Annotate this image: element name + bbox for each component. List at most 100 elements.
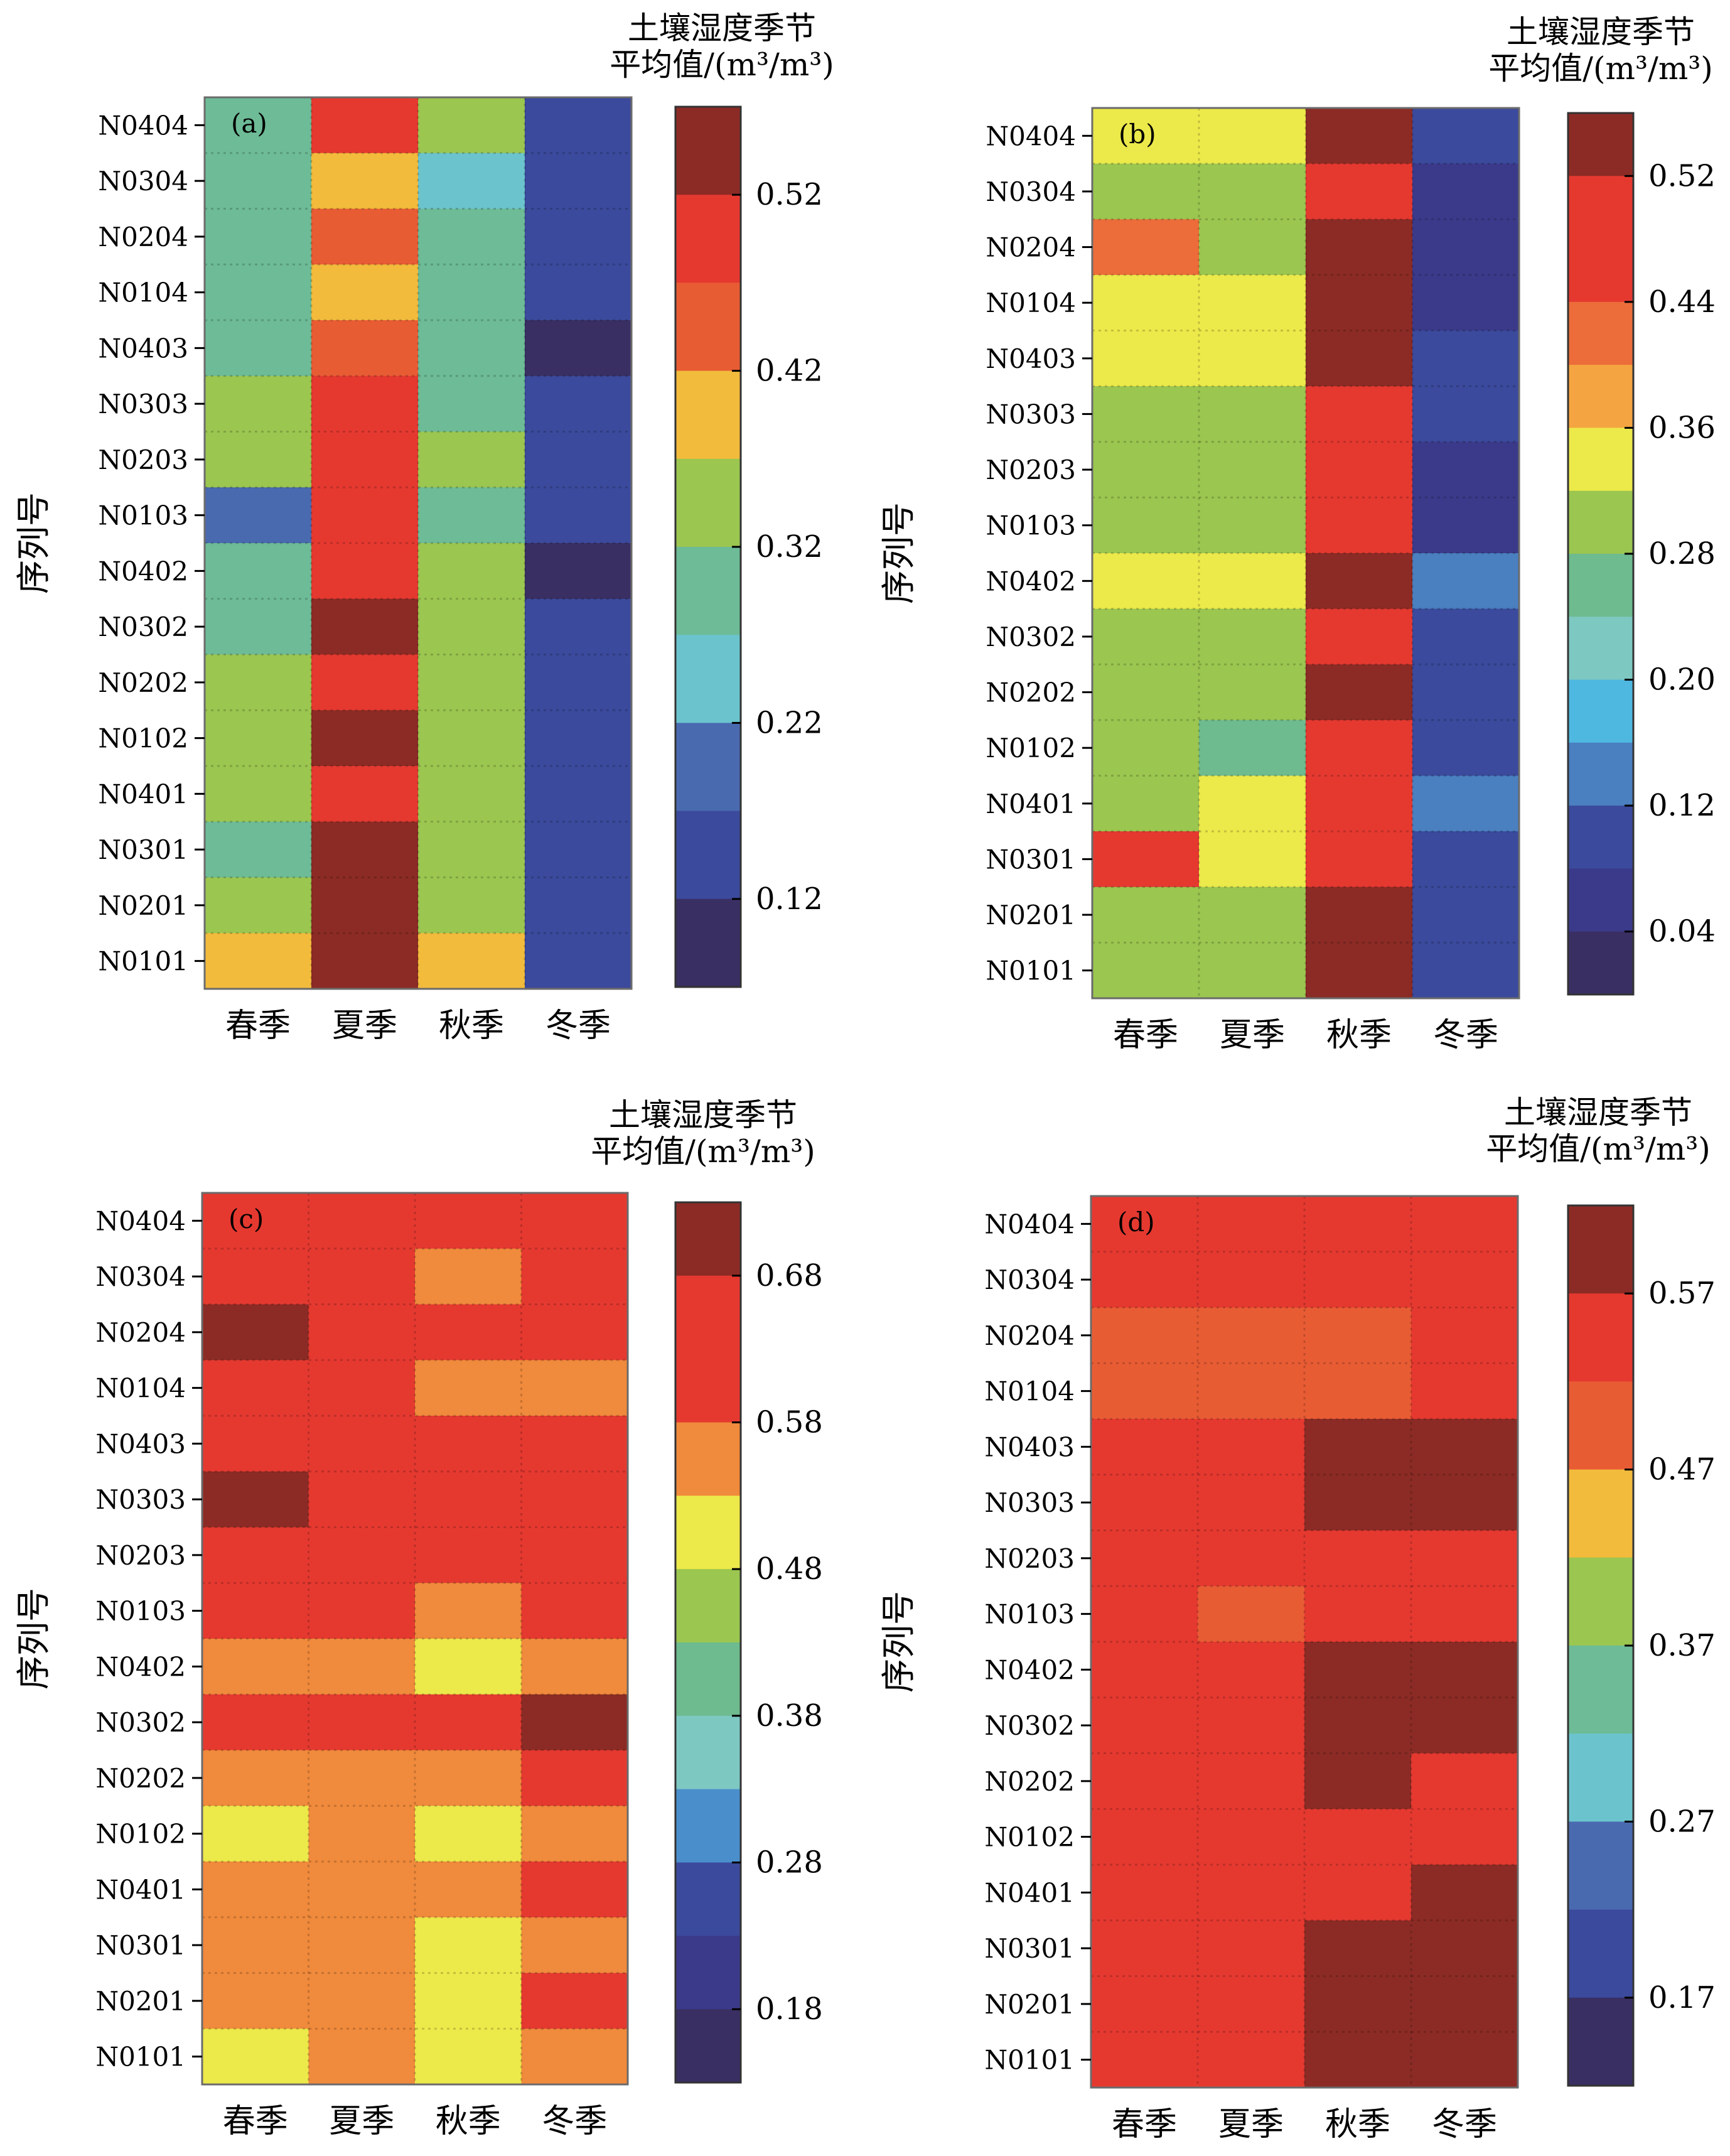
x-tick-label: 夏季 (1220, 1016, 1285, 1054)
heatmap-cell (311, 264, 419, 321)
heatmap-cell (1411, 1976, 1518, 2032)
heatmap-cell (415, 1193, 522, 1249)
y-tick-label: N0103 (984, 1599, 1075, 1630)
colorbar-title-line: 平均值/(m³/m³) (1488, 50, 1713, 87)
heatmap-cell (525, 877, 632, 934)
y-tick-label: N0103 (98, 500, 188, 531)
heatmap-cells (1092, 108, 1520, 999)
heatmap-cell (1411, 2032, 1518, 2088)
heatmap-cell (1091, 1363, 1198, 1420)
heatmap-cell (1411, 1865, 1518, 1921)
colorbar-segment (1568, 1469, 1633, 1558)
y-tick-label: N0203 (95, 1540, 186, 1571)
heatmap-cell (311, 431, 419, 488)
heatmap-cell (1306, 775, 1413, 832)
colorbar-segment (1568, 1821, 1633, 1911)
heatmap-cell (1199, 163, 1306, 220)
colorbar-segment (675, 1569, 741, 1643)
heatmap-cell (1411, 1363, 1518, 1420)
y-tick-label: N0403 (98, 333, 188, 364)
heatmap-cell (1412, 942, 1520, 999)
colorbar-segment (1568, 1733, 1633, 1822)
y-tick-label: N0302 (984, 1710, 1075, 1741)
heatmap-cell (1304, 1976, 1412, 2032)
heatmap-cell (308, 1360, 416, 1416)
heatmap-cell (1412, 163, 1520, 220)
colorbar-segment (675, 458, 741, 547)
heatmap-cell (1412, 441, 1520, 498)
y-axis-title: 序列号 (14, 492, 53, 594)
heatmap-cell (311, 543, 419, 600)
colorbar-segment (1568, 617, 1633, 681)
x-tick-label: 春季 (223, 2103, 288, 2140)
heatmap-cell (1304, 1586, 1412, 1642)
heatmap-cell (415, 1248, 522, 1305)
x-tick-label: 冬季 (545, 1007, 611, 1045)
heatmap-cell (418, 654, 525, 711)
heatmap-cell (311, 208, 419, 265)
heatmap-cell (418, 710, 525, 767)
y-tick-label: N0104 (986, 288, 1076, 318)
y-tick-label: N0403 (984, 1431, 1075, 1462)
heatmap-cell (1198, 1920, 1305, 1977)
heatmap-cell (308, 1639, 416, 1695)
y-tick-label: N0203 (986, 455, 1076, 485)
heatmap-cell (1199, 553, 1306, 610)
colorbar-segment (1568, 868, 1633, 932)
x-tick-label: 秋季 (1326, 1016, 1392, 1054)
heatmap-c-svg: N0404 N0304 N0204 N0104 N0403 N0303 N0203 N0103… (14, 1097, 823, 2140)
heatmap-cell (1198, 1809, 1305, 1865)
y-tick-label: N0201 (984, 1989, 1075, 2020)
heatmap-cell (525, 821, 632, 878)
colorbar-tick-label: 0.18 (756, 1992, 823, 2027)
colorbar-segment (675, 635, 741, 723)
heatmap-cell (415, 1360, 522, 1416)
heatmap-cell (1304, 1809, 1412, 1865)
heatmap-cell (1304, 1363, 1412, 1420)
heatmap-cell (418, 487, 525, 544)
heatmap-cell (1092, 608, 1200, 665)
heatmap-cell (1304, 1642, 1412, 1698)
heatmap-cell (521, 1583, 628, 1639)
colorbar-tick-label: 0.12 (756, 881, 823, 917)
y-axis-title: 序列号 (879, 1591, 918, 1693)
y-tick-label: N0102 (984, 1822, 1075, 1853)
y-tick-label: N0404 (95, 1205, 186, 1236)
heatmap-cell (1198, 1307, 1305, 1364)
y-tick-label: N0202 (98, 667, 188, 698)
heatmap-cell (205, 654, 312, 711)
heatmap-cell (1306, 274, 1413, 331)
colorbar-segment (1568, 176, 1633, 240)
heatmap-cell (521, 1750, 628, 1806)
heatmap-cell (1198, 1586, 1305, 1642)
heatmap-cell (418, 933, 525, 989)
colorbar-segment (1568, 679, 1633, 743)
y-tick-label: N0302 (95, 1707, 186, 1738)
colorbar-tick-label: 0.20 (1648, 662, 1716, 698)
heatmap-cell (205, 821, 312, 878)
x-tick-label: 秋季 (439, 1007, 504, 1045)
colorbar-segment (1568, 1381, 1633, 1470)
heatmap-cell (202, 1193, 309, 1249)
y-tick-label: N0202 (986, 677, 1076, 708)
colorbar-segment (675, 2009, 741, 2083)
colorbar-tick-label: 0.27 (1648, 1804, 1716, 1839)
heatmap-cell (1198, 1196, 1305, 1253)
heatmap-panel-c: N0404 N0304 N0204 N0104 N0403 N0303 N0203 N0103… (0, 1078, 865, 2156)
heatmap-cell (308, 1583, 416, 1639)
x-tick-label: 冬季 (542, 2103, 607, 2140)
y-tick-label: N0202 (984, 1766, 1075, 1797)
heatmap-cell (311, 766, 419, 822)
heatmap-cell (1304, 1920, 1412, 1977)
heatmap-cell (1411, 1251, 1518, 1308)
heatmap-cell (311, 153, 419, 210)
colorbar-tick-label: 0.28 (1648, 536, 1716, 571)
heatmap-cell (1092, 163, 1200, 220)
heatmap-cell (521, 1471, 628, 1528)
heatmap-cell (525, 487, 632, 544)
colorbar-segment (675, 1642, 741, 1717)
heatmap-cell (525, 208, 632, 265)
heatmap-cell (308, 1304, 416, 1361)
heatmap-cell (1304, 1196, 1412, 1253)
colorbar-segment (1568, 1557, 1633, 1646)
